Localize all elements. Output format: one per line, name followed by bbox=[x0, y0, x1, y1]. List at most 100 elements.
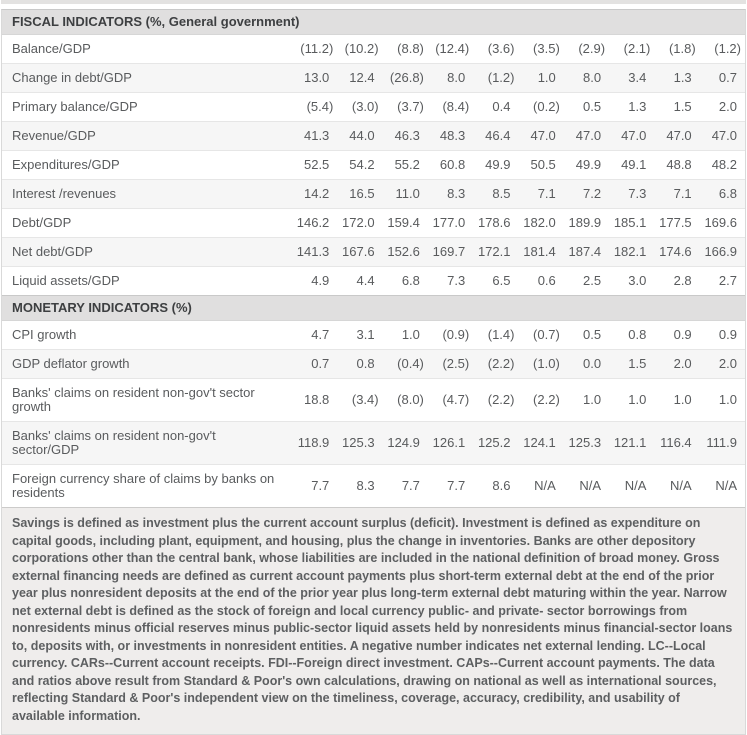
value-cell: 0.7 bbox=[699, 63, 745, 93]
value-cell: 126.1 bbox=[427, 421, 474, 465]
row-label: Banks' claims on resident non-gov't sect… bbox=[2, 421, 292, 465]
value-cell: 2.0 bbox=[699, 349, 745, 379]
value-cell: N/A bbox=[563, 464, 610, 507]
value-cell: 118.9 bbox=[292, 421, 338, 465]
value-cell: 1.0 bbox=[699, 378, 745, 422]
section-header-row: FISCAL INDICATORS (%, General government… bbox=[2, 10, 745, 35]
table-row: Primary balance/GDP (5.4) (3.0) (3.7) (8.4) 0… bbox=[2, 92, 745, 122]
value-cell: 13.0 bbox=[292, 63, 338, 93]
table-row: Foreign currency share of claims by bank… bbox=[2, 464, 745, 507]
value-cell: 1.0 bbox=[382, 320, 428, 350]
value-cell: 2.5 bbox=[563, 266, 610, 296]
value-cell: 125.3 bbox=[563, 421, 610, 465]
value-cell: (3.7) bbox=[382, 92, 428, 122]
value-cell: N/A bbox=[654, 464, 700, 507]
value-cell: 1.0 bbox=[563, 378, 610, 422]
value-cell: 49.9 bbox=[473, 150, 519, 180]
value-cell: 174.6 bbox=[654, 237, 700, 267]
value-cell: 52.5 bbox=[292, 150, 338, 180]
value-cell: 177.5 bbox=[654, 208, 700, 238]
value-cell: (8.8) bbox=[382, 34, 428, 64]
value-cell: 48.3 bbox=[427, 121, 474, 151]
value-cell: 7.7 bbox=[292, 464, 338, 507]
value-cell: 169.6 bbox=[699, 208, 745, 238]
value-cell: 16.5 bbox=[337, 179, 383, 209]
value-cell: 1.3 bbox=[654, 63, 700, 93]
value-cell: 159.4 bbox=[382, 208, 428, 238]
value-cell: 187.4 bbox=[563, 237, 610, 267]
value-cell: N/A bbox=[699, 464, 745, 507]
value-cell: 47.0 bbox=[654, 121, 700, 151]
indicators-table-body: FISCAL INDICATORS (%, General government… bbox=[2, 10, 745, 507]
value-cell: 6.8 bbox=[382, 266, 428, 296]
value-cell: 0.6 bbox=[518, 266, 564, 296]
value-cell: (2.2) bbox=[518, 378, 564, 422]
value-cell: (0.9) bbox=[427, 320, 474, 350]
table-footnote: Savings is defined as investment plus th… bbox=[2, 507, 745, 734]
table-row: GDP deflator growth 0.7 0.8 (0.4) (2.5) (2.2)… bbox=[2, 349, 745, 379]
value-cell: (2.2) bbox=[473, 349, 519, 379]
value-cell: (8.4) bbox=[427, 92, 474, 122]
value-cell: 7.7 bbox=[427, 464, 474, 507]
value-cell: 172.0 bbox=[337, 208, 383, 238]
value-cell: 11.0 bbox=[382, 179, 428, 209]
value-cell: 47.0 bbox=[609, 121, 655, 151]
row-label: Net debt/GDP bbox=[2, 237, 292, 267]
table-row: Liquid assets/GDP 4.9 4.4 6.8 7.3 6.5 0.6 2.5 3.… bbox=[2, 266, 745, 296]
value-cell: (3.0) bbox=[337, 92, 383, 122]
value-cell: 0.5 bbox=[563, 320, 610, 350]
table-row: Interest /revenues 14.2 16.5 11.0 8.3 8.5 7.1 7… bbox=[2, 179, 745, 209]
row-label: Banks' claims on resident non-gov't sect… bbox=[2, 378, 292, 422]
value-cell: (3.6) bbox=[473, 34, 519, 64]
value-cell: (1.8) bbox=[654, 34, 700, 64]
value-cell: 8.0 bbox=[427, 63, 474, 93]
value-cell: 124.1 bbox=[518, 421, 564, 465]
value-cell: 47.0 bbox=[518, 121, 564, 151]
value-cell: 4.4 bbox=[337, 266, 383, 296]
value-cell: 7.3 bbox=[609, 179, 655, 209]
value-cell: 182.1 bbox=[609, 237, 655, 267]
value-cell: 167.6 bbox=[337, 237, 383, 267]
value-cell: 7.2 bbox=[563, 179, 610, 209]
value-cell: 185.1 bbox=[609, 208, 655, 238]
value-cell: 3.0 bbox=[609, 266, 655, 296]
value-cell: 172.1 bbox=[473, 237, 519, 267]
value-cell: (26.8) bbox=[382, 63, 428, 93]
value-cell: 41.3 bbox=[292, 121, 338, 151]
value-cell: 44.0 bbox=[337, 121, 383, 151]
value-cell: (0.2) bbox=[518, 92, 564, 122]
value-cell: 1.0 bbox=[654, 378, 700, 422]
table-row: Banks' claims on resident non-gov't sect… bbox=[2, 378, 745, 422]
table-row: Balance/GDP (11.2) (10.2) (8.8) (12.4) (3.6)(… bbox=[2, 34, 745, 64]
value-cell: 178.6 bbox=[473, 208, 519, 238]
section-header-label: MONETARY INDICATORS (%) bbox=[2, 295, 745, 321]
row-label: Debt/GDP bbox=[2, 208, 292, 238]
value-cell: 1.5 bbox=[654, 92, 700, 122]
value-cell: 177.0 bbox=[427, 208, 474, 238]
value-cell: (11.2) bbox=[292, 34, 338, 64]
value-cell: 46.3 bbox=[382, 121, 428, 151]
value-cell: 146.2 bbox=[292, 208, 338, 238]
indicators-table: FISCAL INDICATORS (%, General government… bbox=[2, 10, 745, 507]
value-cell: 48.2 bbox=[699, 150, 745, 180]
value-cell: (8.0) bbox=[382, 378, 428, 422]
value-cell: 121.1 bbox=[609, 421, 655, 465]
value-cell: 2.0 bbox=[654, 349, 700, 379]
value-cell: 1.0 bbox=[609, 378, 655, 422]
table-row: Debt/GDP 146.2 172.0 159.4 177.0 178.6 182.0 18… bbox=[2, 208, 745, 238]
value-cell: 7.1 bbox=[654, 179, 700, 209]
value-cell: 141.3 bbox=[292, 237, 338, 267]
value-cell: (0.7) bbox=[518, 320, 564, 350]
table-row: Revenue/GDP 41.3 44.0 46.3 48.3 46.4 47.0 47.0 4… bbox=[2, 121, 745, 151]
row-label: Liquid assets/GDP bbox=[2, 266, 292, 296]
value-cell: 0.5 bbox=[563, 92, 610, 122]
section-header-label: FISCAL INDICATORS (%, General government… bbox=[2, 10, 745, 35]
value-cell: (2.5) bbox=[427, 349, 474, 379]
value-cell: (2.1) bbox=[609, 34, 655, 64]
value-cell: 8.3 bbox=[427, 179, 474, 209]
value-cell: 1.0 bbox=[518, 63, 564, 93]
value-cell: 6.8 bbox=[699, 179, 745, 209]
value-cell: (3.5) bbox=[518, 34, 564, 64]
value-cell: 125.2 bbox=[473, 421, 519, 465]
